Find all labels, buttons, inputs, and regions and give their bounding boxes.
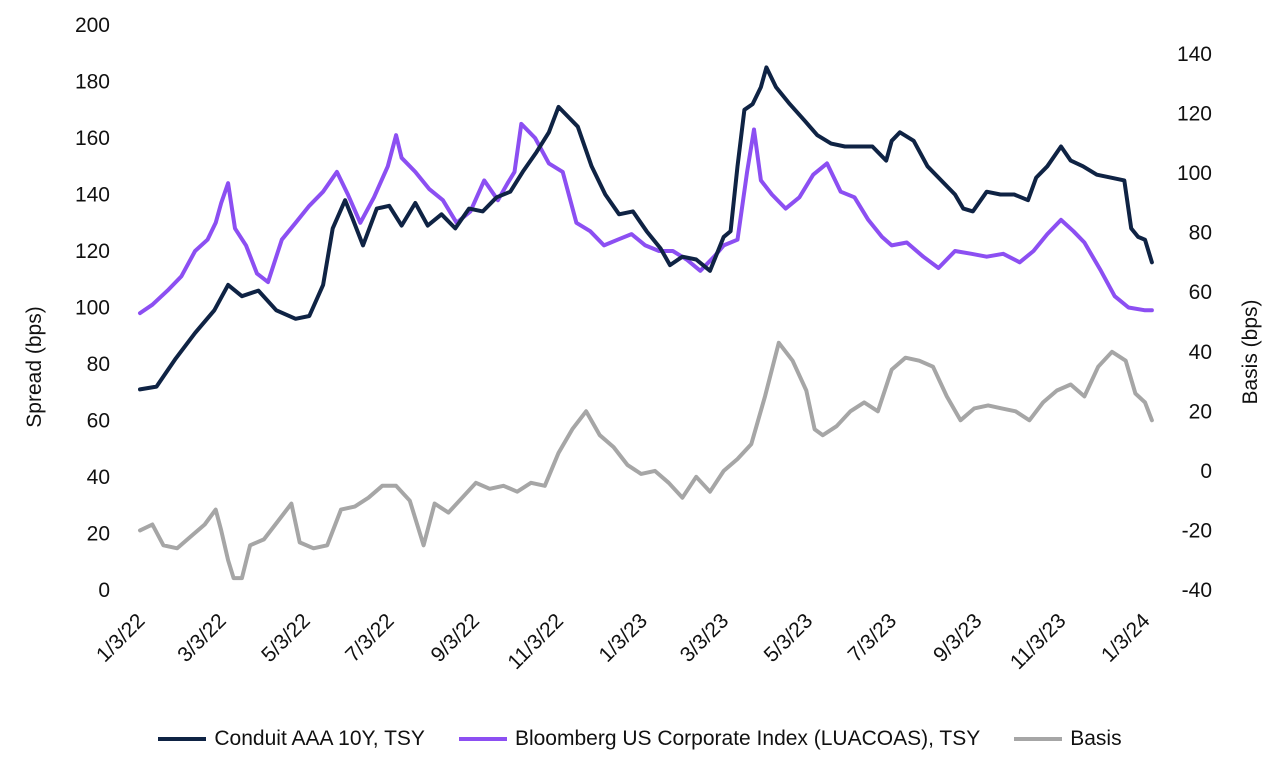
legend-label-bloomberg: Bloomberg US Corporate Index (LUACOAS), … (514, 727, 981, 750)
y-left-tick-label: 80 (87, 353, 110, 376)
x-tick-label: 9/3/22 (427, 609, 485, 667)
x-tick-label: 7/3/23 (844, 609, 902, 667)
y-right-tick-label: 60 (1189, 281, 1212, 304)
series-line-bloomberg-us-corporate-index-luacoas-tsy (138, 121, 1154, 316)
y-left-tick-label: 60 (87, 410, 110, 433)
y-left-tick-label: 120 (75, 240, 110, 263)
y-right-tick-label: 100 (1177, 162, 1212, 185)
plot-area (138, 65, 1154, 581)
legend-swatch-bloomberg (458, 737, 507, 741)
x-tick-label: 9/3/23 (929, 609, 987, 667)
y-left-tick-label: 160 (75, 127, 110, 150)
legend-item-conduit: Conduit AAA 10Y, TSY (158, 727, 425, 751)
chart: 0 20 40 60 80 100 120 140 160 180 200 -40 -20 0 20 40 6… (23, 14, 1262, 674)
y-left-tick-label: 180 (75, 71, 110, 94)
series-line-conduit-aaa-10y-tsy (138, 65, 1154, 392)
y-right-tick-label: -40 (1182, 579, 1212, 602)
y-left-tick-label: 40 (87, 466, 110, 489)
y-right-tick-label: 40 (1189, 341, 1212, 364)
x-tick-label: 1/3/24 (1097, 609, 1155, 667)
y-right-tick-label: 140 (1177, 43, 1212, 66)
y-right-tick-label: 20 (1189, 400, 1212, 423)
legend-item-bloomberg: Bloomberg US Corporate Index (LUACOAS), … (458, 727, 981, 751)
y-right-tick-label: 120 (1177, 103, 1212, 126)
x-tick-label: 1/3/22 (92, 609, 150, 667)
x-tick-label: 11/3/23 (1006, 609, 1071, 674)
x-axis-ticks: 1/3/22 3/3/22 5/3/22 7/3/22 9/3/22 11/3/22 1/3… (92, 609, 1155, 674)
x-tick-label: 3/3/23 (676, 609, 734, 667)
y-left-tick-label: 200 (75, 14, 110, 37)
legend-swatch-conduit (158, 737, 207, 741)
y-axis-left-title: Spread (bps) (23, 306, 46, 427)
x-tick-label: 7/3/22 (341, 609, 399, 667)
x-tick-label: 3/3/22 (173, 609, 231, 667)
x-tick-label: 11/3/22 (503, 609, 568, 674)
x-tick-label: 1/3/23 (594, 609, 652, 667)
y-left-tick-label: 0 (98, 579, 110, 602)
y-axis-right-ticks: -40 -20 0 20 40 60 80 100 120 140 (1177, 43, 1212, 602)
y-left-tick-label: 100 (75, 297, 110, 320)
legend-item-basis: Basis (1014, 727, 1122, 751)
y-left-tick-label: 20 (87, 523, 110, 546)
series-line-basis (138, 340, 1154, 581)
legend-label-conduit: Conduit AAA 10Y, TSY (214, 727, 425, 750)
x-tick-label: 5/3/23 (760, 609, 818, 667)
legend-swatch-basis (1014, 737, 1063, 741)
x-tick-label: 5/3/22 (257, 609, 315, 667)
legend: Conduit AAA 10Y, TSY Bloomberg US Corpor… (0, 722, 1280, 756)
y-right-tick-label: 0 (1200, 460, 1212, 483)
y-left-tick-label: 140 (75, 184, 110, 207)
y-right-tick-label: 80 (1189, 222, 1212, 245)
y-right-tick-label: -20 (1182, 519, 1212, 542)
legend-label-basis: Basis (1070, 727, 1122, 750)
y-axis-right-title: Basis (bps) (1239, 299, 1262, 404)
y-axis-left-ticks: 0 20 40 60 80 100 120 140 160 180 200 (75, 14, 110, 602)
